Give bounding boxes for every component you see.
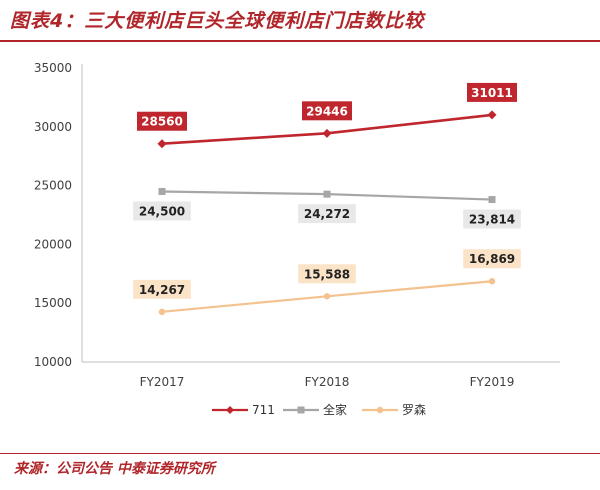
data-label: 29446 <box>306 104 348 118</box>
data-point <box>487 110 497 120</box>
legend-item-1: 711 <box>212 403 275 417</box>
series-1: 28560 29446 31011 <box>137 82 517 149</box>
data-label: 23,814 <box>469 213 515 227</box>
series-2: 24,500 24,272 23,814 <box>133 187 521 229</box>
legend-label: 罗森 <box>402 402 426 417</box>
source-note: 来源：公司公告 中泰证券研究所 <box>14 461 215 477</box>
legend-label: 711 <box>252 403 275 417</box>
data-point <box>157 139 167 149</box>
y-tick-label: 20000 <box>34 237 72 251</box>
data-label-box <box>298 204 356 224</box>
source-rule <box>0 453 600 454</box>
data-point <box>488 196 496 204</box>
data-label-box <box>298 264 356 284</box>
data-label: 15,588 <box>304 267 350 281</box>
data-label: 28560 <box>141 115 183 129</box>
x-tick-label: FY2018 <box>305 375 350 389</box>
data-point <box>158 187 166 195</box>
data-label-box <box>302 101 352 121</box>
y-tick-label: 30000 <box>34 120 72 134</box>
data-label: 14,267 <box>139 283 185 297</box>
data-label: 24,272 <box>304 207 350 221</box>
chart-title: 图表4：三大便利店巨头全球便利店门店数比较 <box>10 10 425 32</box>
data-label: 24,500 <box>139 204 185 218</box>
legend-marker <box>376 406 384 414</box>
x-axis: FY2017 FY2018 FY2019 <box>82 361 560 389</box>
y-tick-label: 15000 <box>34 296 72 310</box>
title-rule <box>0 40 600 42</box>
legend-item-3: 罗森 <box>362 402 426 417</box>
x-tick-label: FY2019 <box>470 375 515 389</box>
data-label: 31011 <box>471 86 513 100</box>
legend-item-2: 全家 <box>283 402 347 417</box>
data-label-box <box>137 111 187 131</box>
y-tick-label: 25000 <box>34 179 72 193</box>
series-3: 14,267 15,588 16,869 <box>133 249 521 316</box>
data-label-box <box>463 209 521 229</box>
y-tick-label: 35000 <box>34 61 72 75</box>
data-label-box <box>133 279 191 299</box>
y-tick-label: 10000 <box>34 355 72 369</box>
data-label-box <box>467 82 517 102</box>
data-point <box>158 308 166 316</box>
x-tick-label: FY2017 <box>140 375 185 389</box>
legend-marker <box>297 406 305 414</box>
data-label-box <box>133 201 191 221</box>
y-axis: 10000 15000 20000 25000 30000 35000 <box>34 61 83 369</box>
legend: 711 全家 罗森 <box>212 402 426 417</box>
data-point <box>322 128 332 138</box>
data-label: 16,869 <box>469 252 515 266</box>
data-point <box>323 293 331 300</box>
data-point <box>323 190 331 198</box>
legend-label: 全家 <box>323 402 347 417</box>
data-label-box <box>463 249 521 269</box>
data-point <box>488 278 496 285</box>
legend-marker <box>226 406 234 414</box>
